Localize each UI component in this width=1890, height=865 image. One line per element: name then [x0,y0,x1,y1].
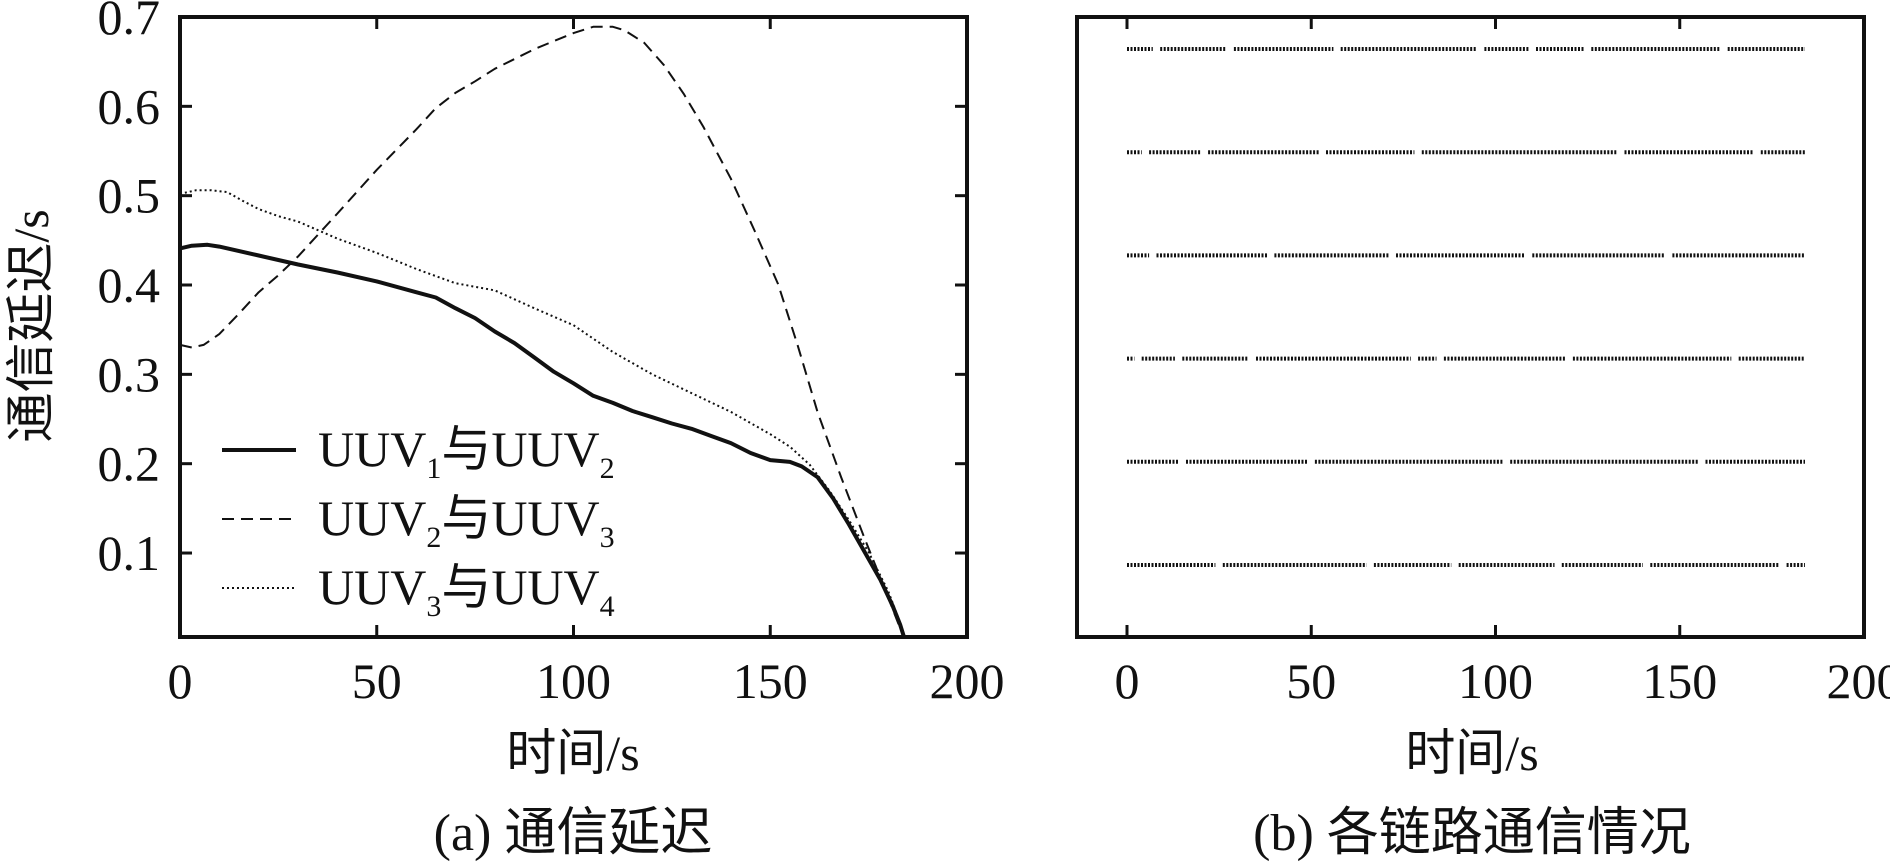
y-tick-label: 0.7 [98,0,161,45]
x-tick-label: 0 [168,653,193,709]
legend-label-uuv1-uuv2: UUV1与UUV2 [318,421,615,485]
x-tick-label: 50 [352,653,402,709]
legend-label-uuv3-uuv4-sub2: 4 [600,590,615,623]
legend-label-uuv3-uuv4: UUV3与UUV4 [318,559,615,623]
legend-label-uuv2-uuv3-sub1: 2 [426,521,441,554]
panel-b-x-ticks: 0 50 100 150 200 [1115,17,1890,709]
x-tick-label: 200 [930,653,1005,709]
y-tick-label: 0.6 [98,78,161,134]
legend-label-uuv2-uuv3-sub2: 3 [600,521,615,554]
y-tick-label: 0.2 [98,436,161,492]
panel-a-y-axis-title: 通信延迟/s [3,209,59,442]
legend-label-uuv2-uuv3: UUV2与UUV3 [318,490,615,554]
panel-a-caption: (a) 通信延迟 [434,805,713,862]
panel-b: 0 50 100 150 200 时间/s (b) 各链路通信情况 [1075,15,1890,862]
legend-label-uuv2-uuv3-pre: UUV [318,490,426,546]
x-tick-label: 100 [536,653,611,709]
y-tick-label: 0.1 [98,525,161,581]
b-x-tick-label: 50 [1286,653,1336,709]
legend-label-uuv3-uuv4-sub1: 3 [426,590,441,623]
panel-a-x-axis-title: 时间/s [506,725,639,781]
series-line-2 [179,25,905,638]
legend-label-uuv1-uuv2-pre: UUV [318,421,426,477]
panel-a-series-group [179,25,906,638]
series-line-1 [179,242,906,638]
y-tick-label: 0.3 [98,346,161,402]
b-x-tick-label: 100 [1458,653,1533,709]
legend-label-uuv1-uuv2-sub2: 2 [600,452,615,485]
legend-label-uuv1-uuv2-mid: 与UUV [441,421,599,477]
panel-a-legend: UUV1与UUV2 UUV2与UUV3 UUV3与UUV4 [222,421,615,623]
panel-b-x-axis-title: 时间/s [1405,725,1538,781]
panel-a-y-ticks: 0.1 0.2 0.3 0.4 0.5 0.6 0.7 [98,0,967,581]
legend-label-uuv3-uuv4-pre: UUV [318,559,426,615]
y-tick-label: 0.4 [98,257,161,313]
panel-b-caption: (b) 各链路通信情况 [1253,805,1691,862]
panel-b-plot-frame [1075,15,1866,639]
legend-label-uuv3-uuv4-mid: 与UUV [441,559,599,615]
panel-b-rows-group [1127,47,1805,567]
legend-label-uuv2-uuv3-mid: 与UUV [441,490,599,546]
panel-a: 0 50 100 150 200 0.10.20.30.40.50.60.7 时间/s … [3,0,1005,862]
panel-a-x-ticks: 0 50 100 150 200 [168,17,1005,709]
b-x-tick-label: 0 [1115,653,1140,709]
b-x-tick-label: 200 [1827,653,1890,709]
y-tick-label: 0.5 [98,168,161,224]
x-tick-label: 150 [733,653,808,709]
legend-label-uuv1-uuv2-sub1: 1 [426,452,441,485]
b-x-tick-label: 150 [1642,653,1717,709]
